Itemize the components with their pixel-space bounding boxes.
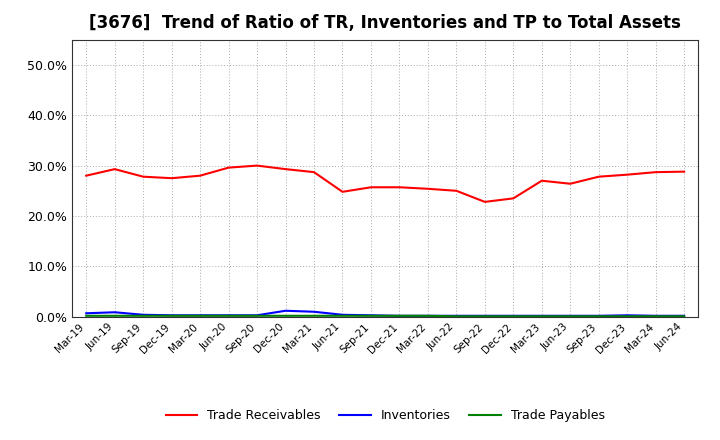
- Trade Payables: [566, 314, 575, 319]
- Trade Payables: [366, 313, 375, 319]
- Inventories: [366, 313, 375, 318]
- Trade Receivables: [366, 185, 375, 190]
- Trade Receivables: [310, 169, 318, 175]
- Trade Receivables: [595, 174, 603, 180]
- Inventories: [110, 310, 119, 315]
- Inventories: [82, 311, 91, 316]
- Inventories: [167, 313, 176, 318]
- Trade Receivables: [196, 173, 204, 178]
- Trade Receivables: [82, 173, 91, 178]
- Trade Payables: [310, 313, 318, 319]
- Trade Payables: [82, 313, 91, 319]
- Trade Payables: [253, 313, 261, 319]
- Trade Payables: [139, 313, 148, 319]
- Trade Receivables: [452, 188, 461, 194]
- Trade Receivables: [680, 169, 688, 174]
- Trade Payables: [423, 313, 432, 319]
- Inventories: [537, 313, 546, 319]
- Trade Receivables: [566, 181, 575, 187]
- Title: [3676]  Trend of Ratio of TR, Inventories and TP to Total Assets: [3676] Trend of Ratio of TR, Inventories…: [89, 15, 681, 33]
- Trade Payables: [595, 314, 603, 319]
- Inventories: [509, 313, 518, 319]
- Trade Receivables: [225, 165, 233, 170]
- Inventories: [652, 313, 660, 319]
- Line: Inventories: Inventories: [86, 311, 684, 316]
- Trade Payables: [623, 314, 631, 319]
- Trade Payables: [167, 313, 176, 319]
- Inventories: [595, 313, 603, 319]
- Inventories: [225, 313, 233, 318]
- Trade Payables: [680, 314, 688, 319]
- Trade Payables: [480, 314, 489, 319]
- Trade Receivables: [338, 189, 347, 194]
- Trade Payables: [225, 313, 233, 319]
- Inventories: [423, 313, 432, 319]
- Trade Receivables: [110, 166, 119, 172]
- Trade Payables: [196, 313, 204, 319]
- Inventories: [566, 313, 575, 319]
- Trade Receivables: [395, 185, 404, 190]
- Legend: Trade Receivables, Inventories, Trade Payables: Trade Receivables, Inventories, Trade Pa…: [161, 404, 610, 427]
- Trade Receivables: [139, 174, 148, 180]
- Trade Receivables: [537, 178, 546, 183]
- Trade Payables: [338, 313, 347, 319]
- Trade Receivables: [282, 166, 290, 172]
- Trade Receivables: [509, 196, 518, 201]
- Trade Payables: [509, 314, 518, 319]
- Trade Receivables: [253, 163, 261, 168]
- Inventories: [338, 312, 347, 317]
- Inventories: [196, 313, 204, 318]
- Inventories: [282, 308, 290, 313]
- Trade Receivables: [167, 176, 176, 181]
- Trade Payables: [652, 314, 660, 319]
- Line: Trade Receivables: Trade Receivables: [86, 165, 684, 202]
- Trade Payables: [395, 313, 404, 319]
- Inventories: [253, 313, 261, 318]
- Inventories: [480, 313, 489, 319]
- Inventories: [139, 312, 148, 317]
- Inventories: [680, 313, 688, 319]
- Trade Payables: [110, 313, 119, 319]
- Inventories: [395, 313, 404, 319]
- Inventories: [452, 313, 461, 319]
- Trade Receivables: [623, 172, 631, 177]
- Trade Payables: [452, 314, 461, 319]
- Trade Payables: [282, 313, 290, 319]
- Inventories: [310, 309, 318, 315]
- Trade Payables: [537, 314, 546, 319]
- Inventories: [623, 313, 631, 318]
- Trade Receivables: [652, 169, 660, 175]
- Trade Receivables: [423, 186, 432, 191]
- Trade Receivables: [480, 199, 489, 205]
